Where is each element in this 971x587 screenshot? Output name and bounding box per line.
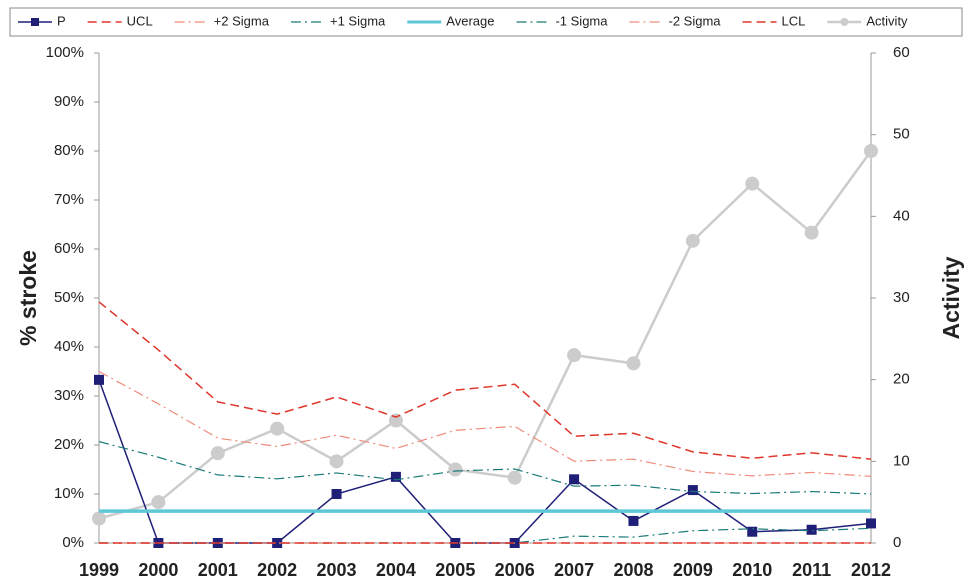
series-line xyxy=(98,150,873,520)
marker xyxy=(804,225,819,240)
y2-tick-label: 40 xyxy=(893,207,910,224)
marker xyxy=(448,462,463,477)
y-tick-label: 30% xyxy=(54,387,84,404)
marker xyxy=(210,446,225,461)
legend-label: +2 Sigma xyxy=(214,13,270,28)
legend-box xyxy=(9,7,963,37)
y-tick-label: 60% xyxy=(54,240,84,257)
x-tick-label: 2003 xyxy=(317,560,357,580)
y-tick-label: 40% xyxy=(54,338,84,355)
legend-label: -2 Sigma xyxy=(669,13,722,28)
marker xyxy=(628,515,639,526)
legend-label: -1 Sigma xyxy=(555,13,608,28)
x-tick-label: 2008 xyxy=(613,560,653,580)
marker xyxy=(390,471,401,482)
y-tick-label: 10% xyxy=(54,485,84,502)
marker xyxy=(687,485,698,496)
marker xyxy=(331,489,342,499)
y-tick-label: 80% xyxy=(54,142,84,159)
marker xyxy=(745,176,760,191)
x-tick-label: 2012 xyxy=(851,560,891,580)
marker xyxy=(329,454,344,469)
x-tick-label: 2011 xyxy=(792,560,831,580)
x-tick-label: 2009 xyxy=(673,560,713,580)
series-line xyxy=(98,370,872,477)
marker xyxy=(864,144,878,158)
x-tick-label: 2002 xyxy=(257,560,297,580)
y2-tick-label: 60 xyxy=(893,44,910,61)
marker xyxy=(151,495,166,510)
y-axis-title: % stroke xyxy=(15,250,41,346)
y-tick-label: 0% xyxy=(62,534,84,551)
y-tick-label: 20% xyxy=(54,436,84,453)
y-tick-label: 90% xyxy=(54,93,84,110)
y2-tick-label: 0 xyxy=(893,534,901,551)
y2-tick-label: 20 xyxy=(893,371,910,388)
y-tick-label: 70% xyxy=(54,191,84,208)
legend-marker xyxy=(840,18,849,26)
x-tick-label: 2010 xyxy=(732,560,772,580)
legend-label: LCL xyxy=(782,13,806,28)
legend-label: P xyxy=(57,13,66,28)
marker xyxy=(567,348,582,363)
marker xyxy=(507,470,522,485)
legend-label: Average xyxy=(446,13,494,28)
marker xyxy=(685,233,700,248)
series-line xyxy=(98,379,872,544)
y2-axis-title: Activity xyxy=(938,256,964,339)
marker xyxy=(388,413,403,428)
marker xyxy=(92,511,106,526)
marker xyxy=(94,374,104,385)
x-tick-label: 2005 xyxy=(435,560,475,580)
marker xyxy=(569,474,580,485)
x-tick-label: 2006 xyxy=(495,560,535,580)
y-tick-label: 100% xyxy=(46,44,84,61)
marker xyxy=(626,356,641,371)
marker xyxy=(270,421,285,436)
x-tick-label: 2007 xyxy=(554,560,594,580)
legend-label: +1 Sigma xyxy=(330,13,386,28)
legend-label: UCL xyxy=(127,13,153,28)
legend-marker xyxy=(31,18,39,26)
marker xyxy=(806,524,817,535)
marker xyxy=(272,538,283,548)
legend-label: Activity xyxy=(866,13,908,28)
x-tick-label: 2001 xyxy=(198,560,238,580)
series-line xyxy=(98,301,872,460)
y-tick-label: 50% xyxy=(54,289,84,306)
x-tick-label: 2004 xyxy=(376,560,416,580)
x-tick-label: 2000 xyxy=(138,560,178,580)
x-tick-label: 1999 xyxy=(79,560,119,580)
marker xyxy=(747,526,758,537)
y2-tick-label: 10 xyxy=(893,452,910,469)
y2-tick-label: 50 xyxy=(893,126,910,143)
y2-tick-label: 30 xyxy=(893,289,910,306)
marker xyxy=(866,518,876,529)
